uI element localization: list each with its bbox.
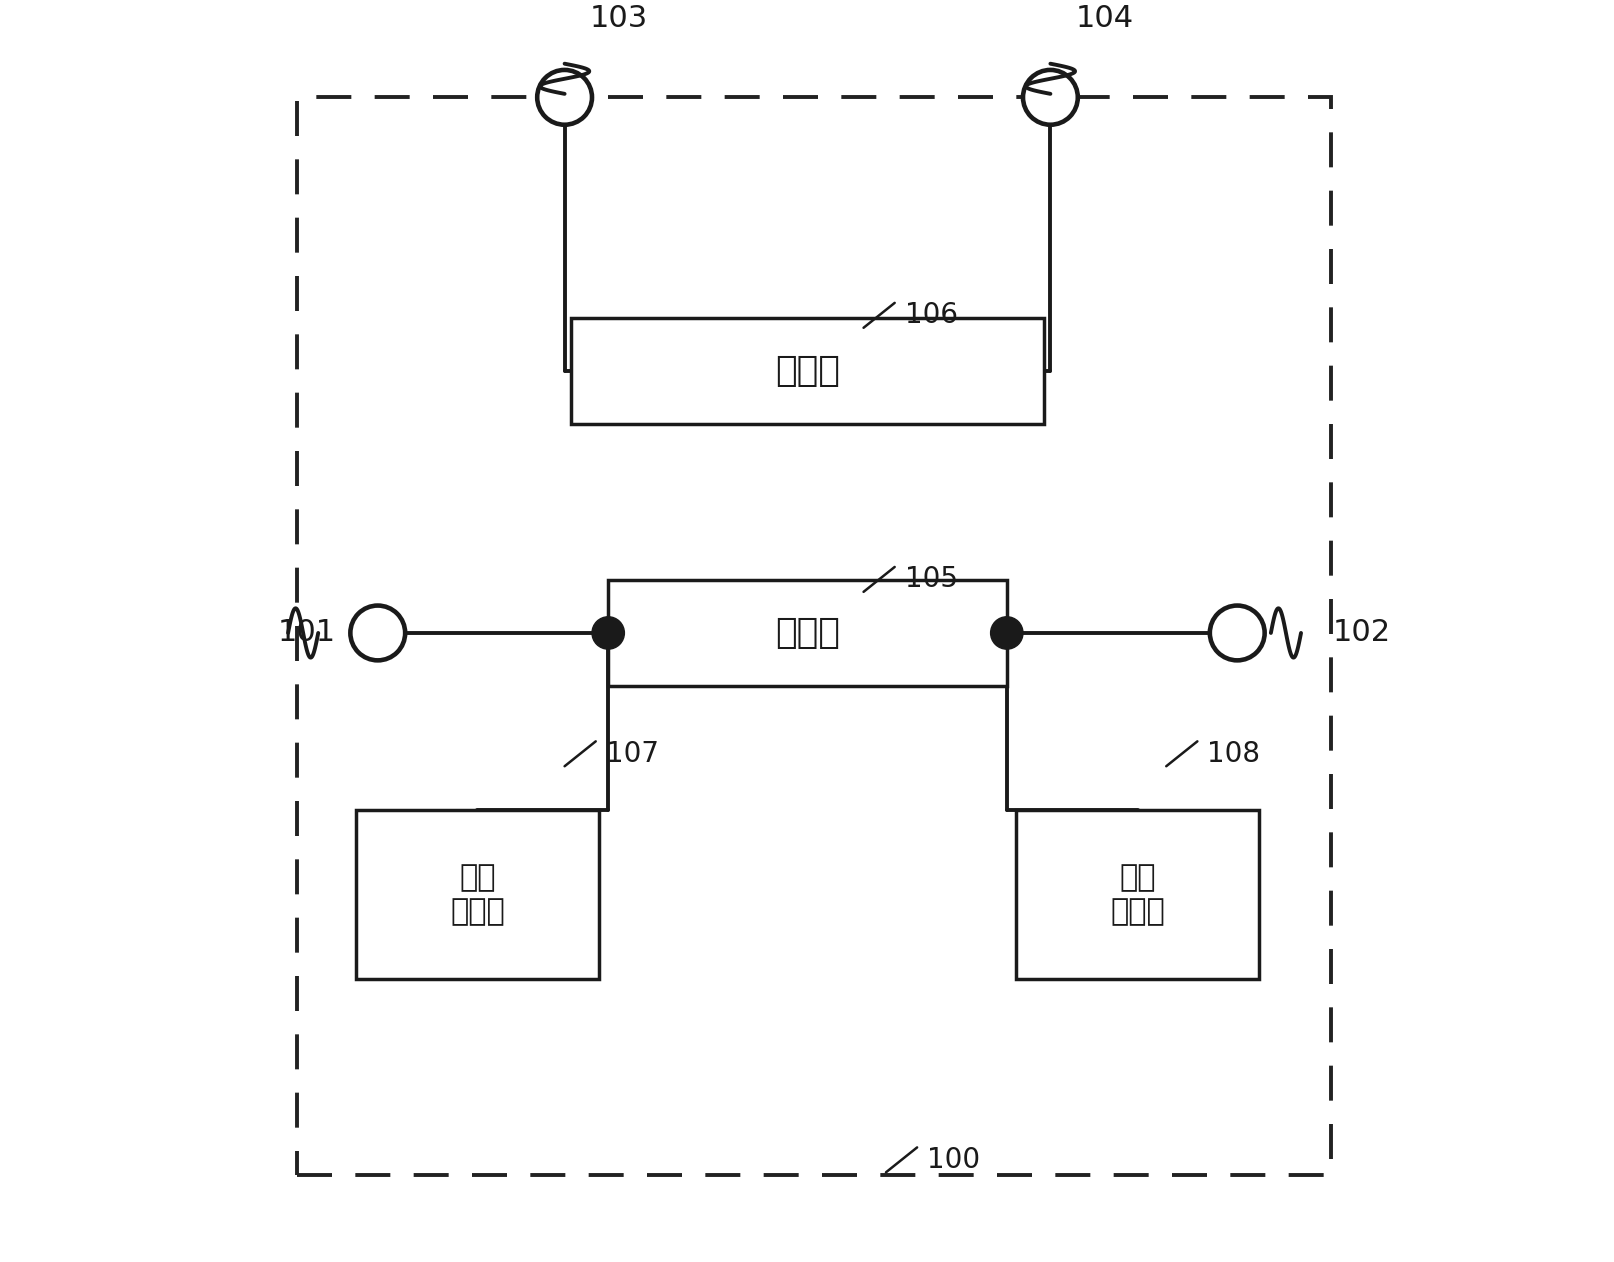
Circle shape (989, 617, 1022, 649)
Text: 105: 105 (904, 565, 957, 593)
Text: 108: 108 (1207, 740, 1259, 767)
Text: 103: 103 (589, 4, 647, 33)
Bar (608, 581, 1006, 685)
Circle shape (537, 69, 592, 125)
Text: 104: 104 (1075, 4, 1133, 33)
Bar (1015, 810, 1259, 978)
Circle shape (592, 617, 625, 649)
Text: 107: 107 (605, 740, 659, 767)
Text: 102: 102 (1332, 618, 1390, 647)
Circle shape (1209, 606, 1264, 660)
Bar (297, 97, 1330, 1175)
Bar (355, 810, 599, 978)
Text: 副线路: 副线路 (775, 355, 839, 389)
Text: 开路
短截线: 开路 短截线 (1109, 863, 1164, 926)
Text: 开路
短截线: 开路 短截线 (450, 863, 505, 926)
Bar (570, 318, 1044, 424)
Text: 106: 106 (904, 302, 957, 329)
Text: 100: 100 (926, 1146, 980, 1174)
Circle shape (350, 606, 405, 660)
Circle shape (1022, 69, 1077, 125)
Text: 101: 101 (278, 618, 336, 647)
Text: 主线路: 主线路 (775, 616, 839, 650)
